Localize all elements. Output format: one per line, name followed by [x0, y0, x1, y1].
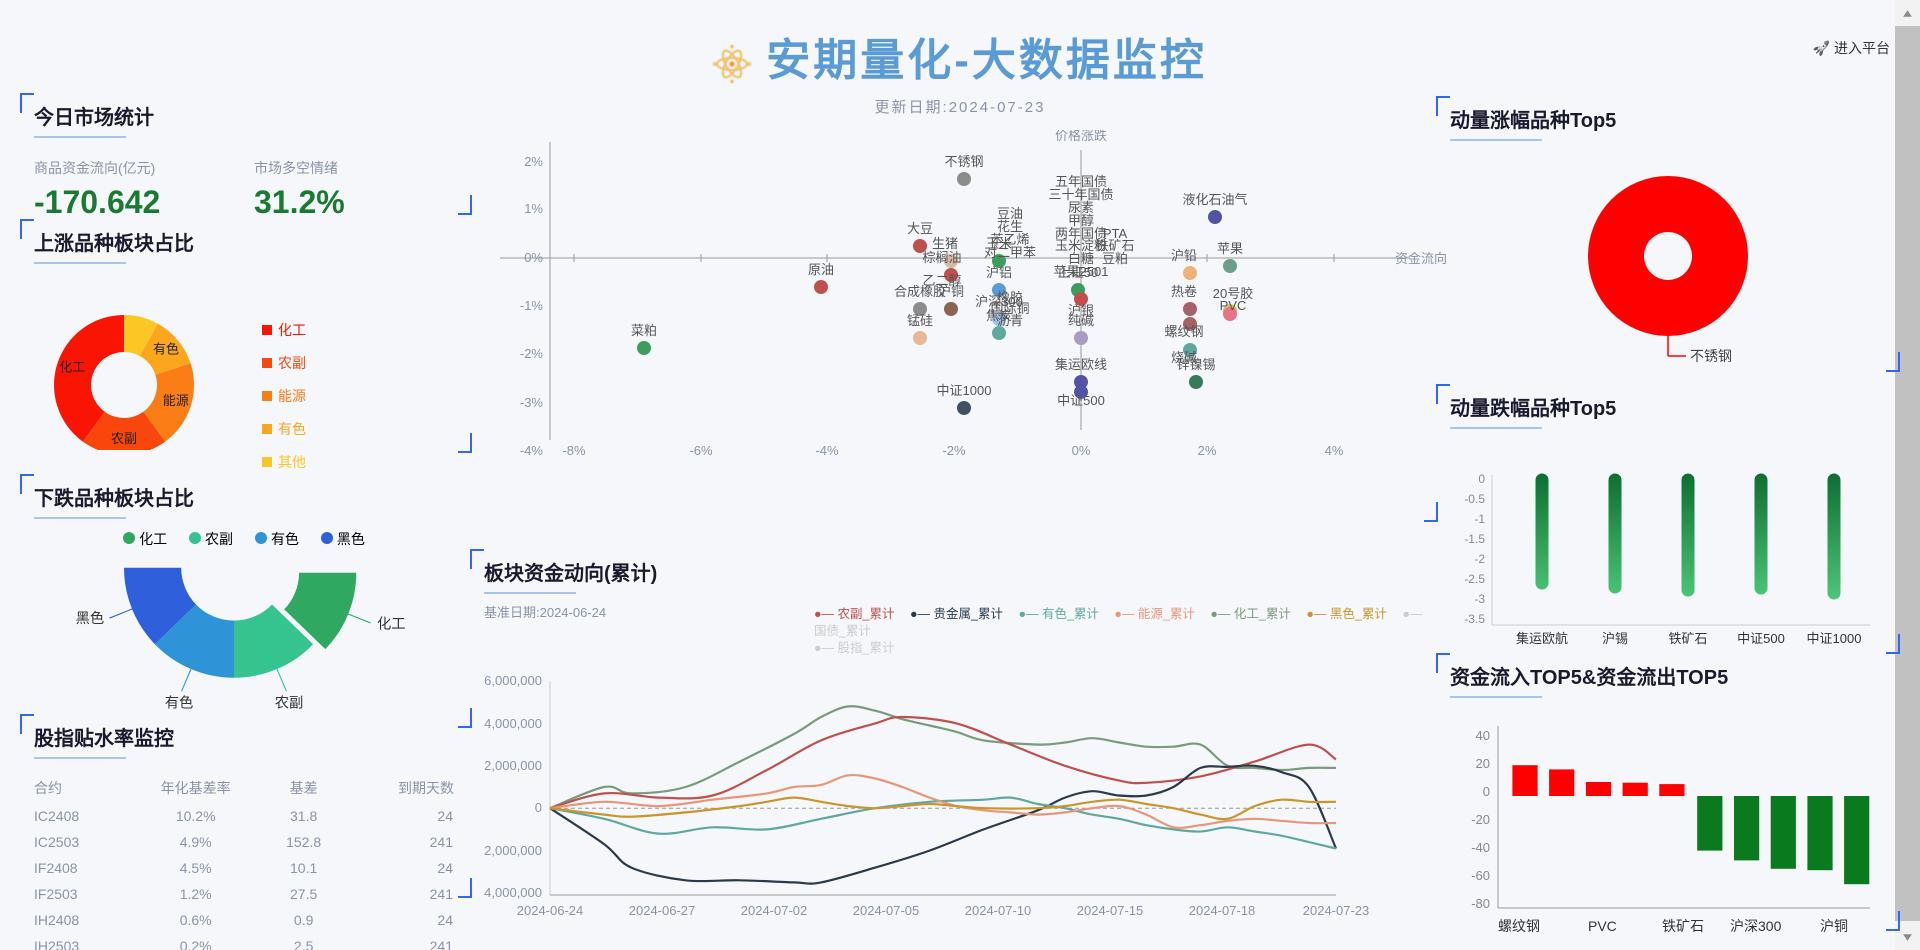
svg-text:五年国债: 五年国债: [1055, 174, 1107, 189]
svg-text:-1: -1: [1474, 512, 1485, 526]
svg-text:焦炭: 焦炭: [986, 308, 1012, 323]
svg-text:-1.5: -1.5: [1464, 532, 1485, 546]
svg-text:热卷: 热卷: [1171, 284, 1197, 299]
svg-text:6,000,000: 6,000,000: [484, 673, 542, 688]
svg-text:-2: -2: [1474, 552, 1485, 566]
svg-text:尿素: 尿素: [1068, 200, 1094, 215]
svg-text:2%: 2%: [1198, 443, 1217, 458]
svg-text:锌镍锡: 锌镍锡: [1176, 357, 1215, 372]
svg-text:液化石油气: 液化石油气: [1182, 192, 1247, 207]
svg-text:苹果: 苹果: [1217, 241, 1243, 256]
svg-text:-2,000,000: -2,000,000: [484, 843, 542, 858]
svg-text:-2.5: -2.5: [1464, 572, 1485, 586]
svg-text:0: 0: [535, 800, 542, 815]
svg-text:2024-07-23: 2024-07-23: [1303, 903, 1370, 918]
svg-text:农副: 农副: [111, 431, 137, 446]
svg-text:沪深300: 沪深300: [1730, 918, 1782, 934]
svg-text:-8%: -8%: [562, 443, 586, 458]
svg-text:沪铝: 沪铝: [986, 265, 1012, 280]
svg-text:2024-07-05: 2024-07-05: [853, 903, 920, 918]
svg-text:20: 20: [1476, 756, 1490, 771]
svg-text:沪铜: 沪铜: [938, 284, 964, 299]
svg-text:-60: -60: [1471, 868, 1490, 883]
svg-text:集运欧航: 集运欧航: [1516, 631, 1568, 646]
svg-text:上证50: 上证50: [1058, 265, 1098, 280]
svg-text:-2%: -2%: [942, 443, 966, 458]
svg-text:-3.5: -3.5: [1464, 612, 1485, 626]
svg-text:锰硅: 锰硅: [907, 313, 933, 328]
svg-text:-6%: -6%: [689, 443, 713, 458]
svg-text:铁矿石: 铁矿石: [1662, 918, 1704, 934]
svg-text:-4%: -4%: [815, 443, 839, 458]
svg-text:玉米: 玉米: [986, 236, 1012, 251]
svg-text:2,000,000: 2,000,000: [484, 758, 542, 773]
svg-text:中证500: 中证500: [1057, 393, 1105, 408]
svg-text:螺纹钢: 螺纹钢: [1498, 918, 1540, 934]
svg-text:2024-07-02: 2024-07-02: [741, 903, 808, 918]
svg-text:PVC: PVC: [1588, 918, 1617, 934]
svg-text:不锈钢: 不锈钢: [944, 154, 983, 169]
svg-text:0%: 0%: [524, 250, 543, 265]
svg-text:2024-06-27: 2024-06-27: [629, 903, 696, 918]
svg-text:生猪: 生猪: [932, 236, 958, 251]
svg-text:-3: -3: [1474, 592, 1485, 606]
svg-text:-1%: -1%: [520, 298, 544, 313]
svg-text:有色: 有色: [153, 342, 179, 357]
svg-text:不锈钢: 不锈钢: [1690, 348, 1732, 364]
svg-text:-2%: -2%: [520, 346, 544, 361]
svg-text:1%: 1%: [524, 201, 543, 216]
svg-text:菜粕: 菜粕: [631, 323, 657, 338]
svg-text:价格涨跌: 价格涨跌: [1055, 130, 1107, 143]
svg-text:化工: 化工: [59, 360, 85, 375]
svg-text:大豆: 大豆: [907, 221, 933, 236]
svg-text:-0.5: -0.5: [1464, 492, 1485, 506]
svg-text:中证500: 中证500: [1737, 631, 1785, 646]
svg-text:原油: 原油: [808, 262, 834, 277]
svg-text:化工: 化工: [377, 615, 406, 632]
svg-text:2024-06-24: 2024-06-24: [517, 903, 584, 918]
svg-text:2024-07-15: 2024-07-15: [1077, 903, 1144, 918]
svg-text:-20: -20: [1471, 812, 1490, 827]
svg-text:沪深300: 沪深300: [975, 294, 1023, 309]
svg-text:农副: 农副: [275, 695, 304, 712]
svg-text:2024-07-10: 2024-07-10: [965, 903, 1032, 918]
svg-text:铁矿石: 铁矿石: [1668, 631, 1707, 646]
svg-text:能源: 能源: [163, 393, 189, 408]
svg-text:-4,000,000: -4,000,000: [484, 885, 542, 900]
svg-text:-80: -80: [1471, 896, 1490, 911]
svg-text:沪铅: 沪铅: [1171, 248, 1197, 263]
svg-text:中证1000: 中证1000: [937, 383, 992, 398]
svg-text:4%: 4%: [1325, 443, 1344, 458]
svg-text:0: 0: [1478, 472, 1485, 486]
svg-text:有色: 有色: [165, 695, 194, 712]
svg-text:4,000,000: 4,000,000: [484, 716, 542, 731]
svg-text:螺纹钢: 螺纹钢: [1164, 324, 1203, 339]
svg-text:三十年国债: 三十年国债: [1048, 187, 1113, 202]
svg-text:-3%: -3%: [520, 395, 544, 410]
svg-text:沪铜: 沪铜: [1820, 918, 1848, 934]
svg-text:2024-07-18: 2024-07-18: [1189, 903, 1256, 918]
svg-text:2%: 2%: [524, 154, 543, 169]
svg-text:资金流向: 资金流向: [1395, 251, 1447, 266]
svg-text:中证1000: 中证1000: [1807, 631, 1862, 646]
svg-text:沪锡: 沪锡: [1602, 631, 1628, 646]
svg-text:0%: 0%: [1072, 443, 1091, 458]
svg-text:-40: -40: [1471, 840, 1490, 855]
svg-text:-4%: -4%: [520, 443, 544, 458]
svg-text:PVC: PVC: [1220, 298, 1247, 313]
svg-text:40: 40: [1476, 728, 1490, 743]
svg-text:集运欧线: 集运欧线: [1055, 357, 1107, 372]
svg-text:黑色: 黑色: [76, 610, 105, 627]
svg-text:0: 0: [1483, 784, 1490, 799]
svg-text:棕榈油: 棕榈油: [922, 250, 961, 265]
svg-text:纯碱: 纯碱: [1068, 313, 1094, 328]
